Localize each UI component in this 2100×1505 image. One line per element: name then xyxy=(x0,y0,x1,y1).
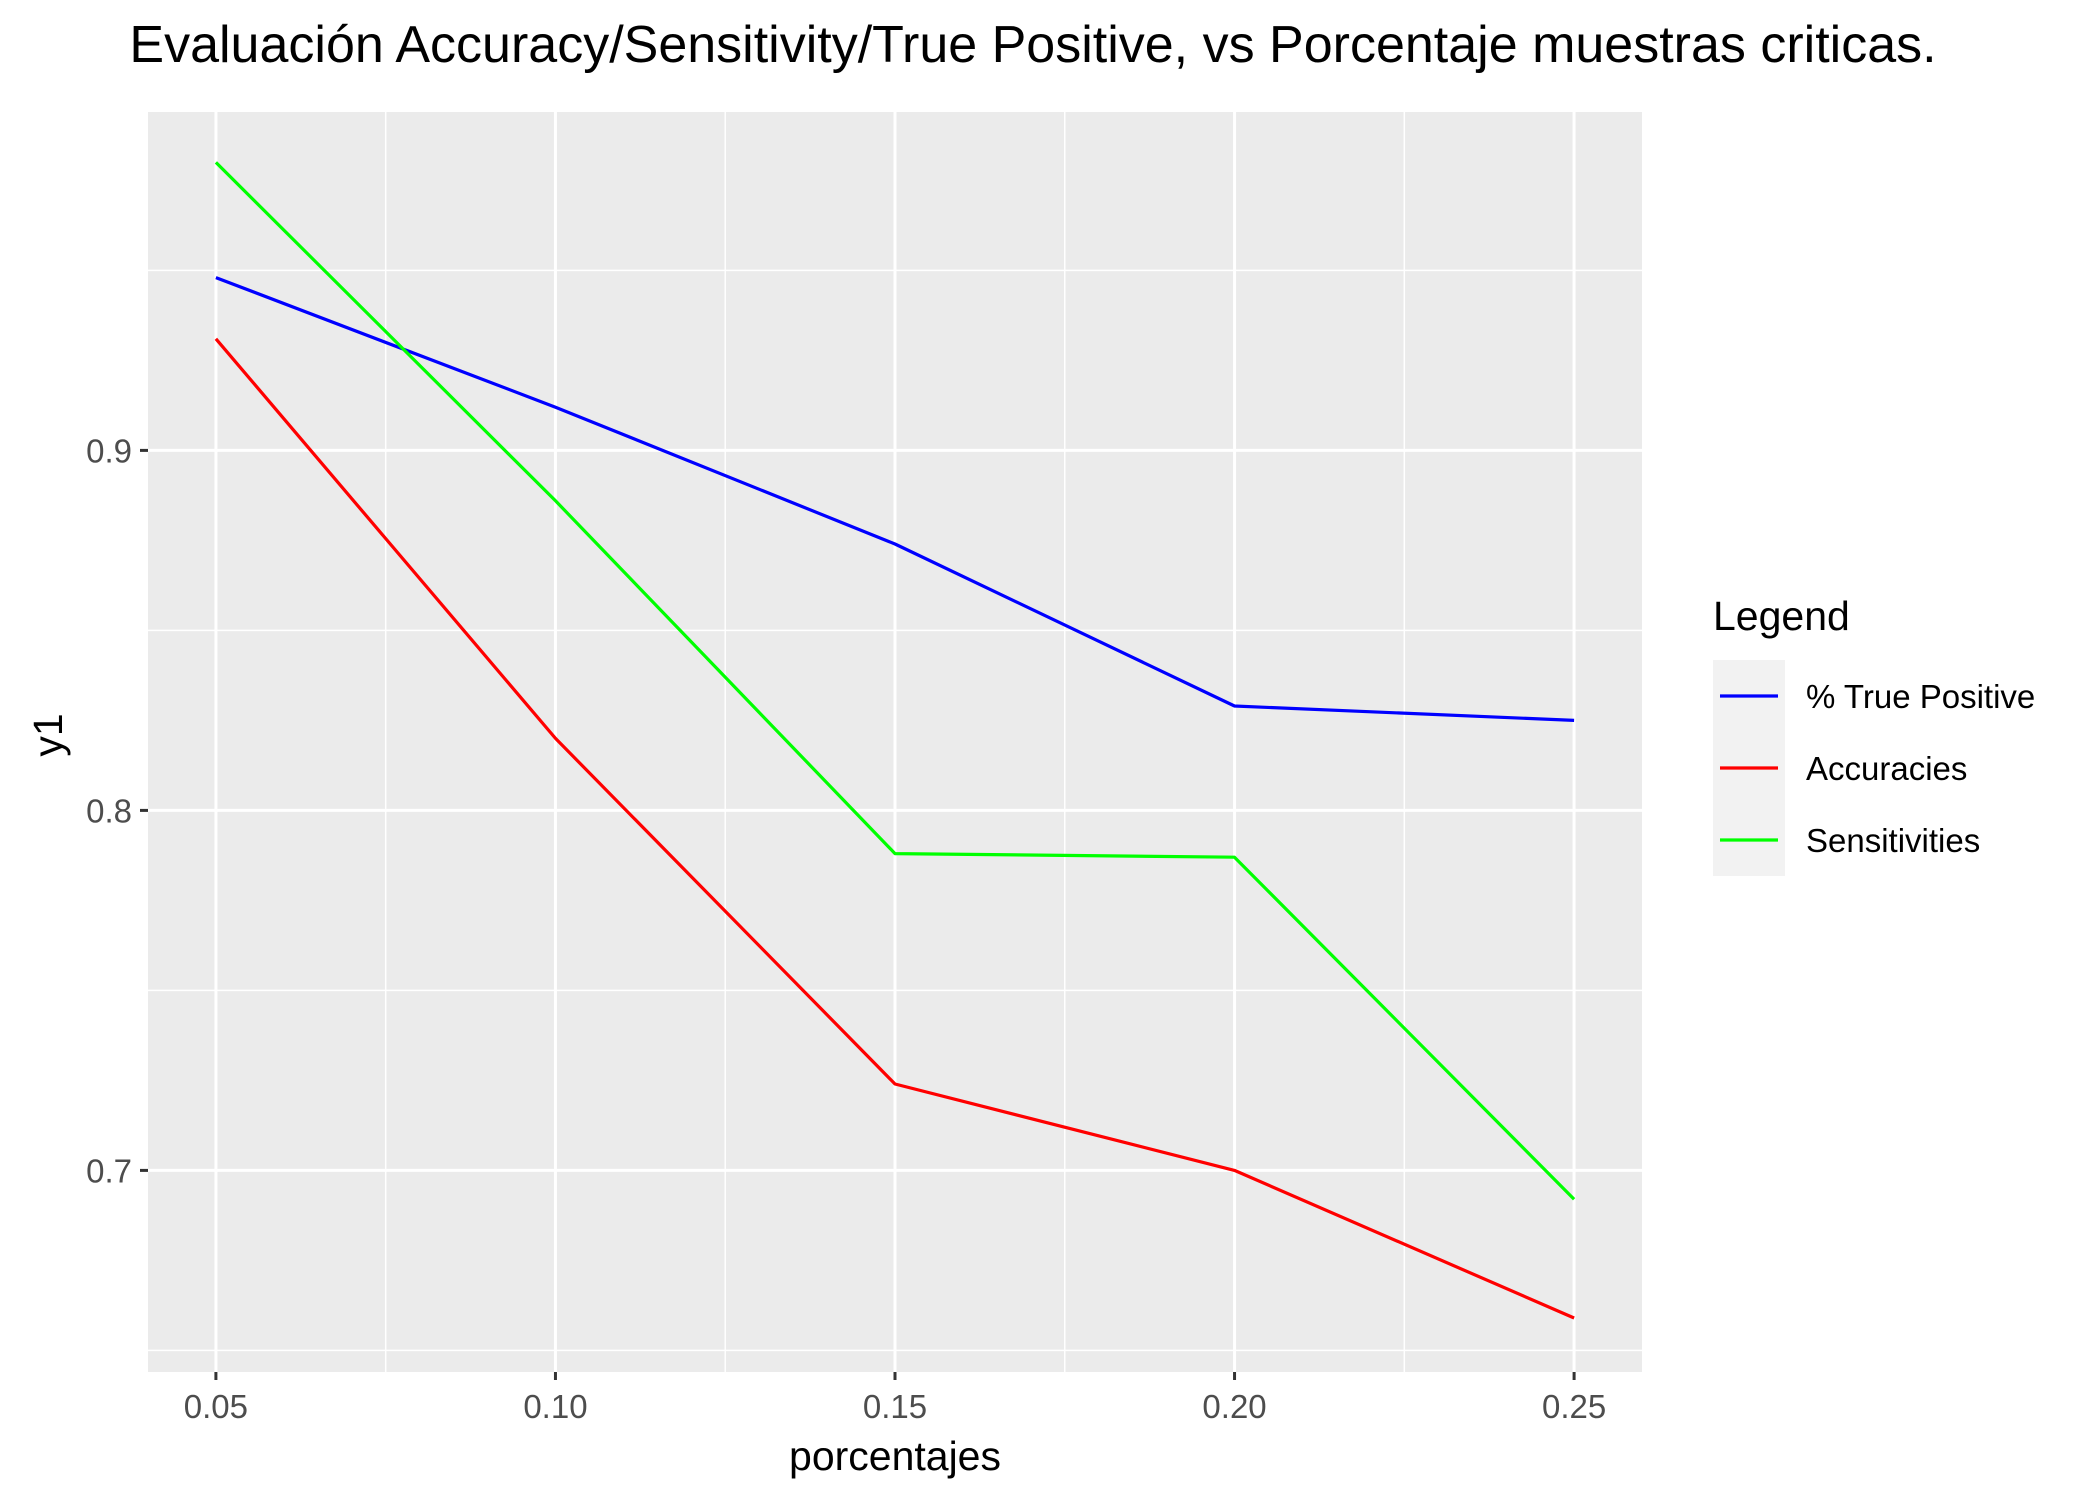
chart-title: Evaluación Accuracy/Sensitivity/True Pos… xyxy=(129,16,1936,74)
y-axis-title: y1 xyxy=(25,713,71,756)
legend-label: Sensitivities xyxy=(1806,822,1980,859)
x-axis-title: porcentajes xyxy=(789,1433,1001,1479)
series-lines xyxy=(214,161,1576,1320)
series-line-true-positive xyxy=(215,276,1575,722)
series-line-accuracies xyxy=(214,337,1575,1320)
x-tick-label: 0.10 xyxy=(523,1388,587,1425)
legend-label: Accuracies xyxy=(1806,750,1967,787)
x-tick-label: 0.25 xyxy=(1542,1388,1606,1425)
series-line-sensitivities xyxy=(214,161,1576,1201)
y-tick-label: 0.9 xyxy=(86,432,132,469)
x-tick-label: 0.05 xyxy=(184,1388,248,1425)
legend-label: % True Positive xyxy=(1806,678,2035,715)
x-axis: 0.05 0.10 0.15 0.20 0.25 xyxy=(184,1372,1606,1425)
major-gridlines xyxy=(148,112,1642,1372)
x-tick-label: 0.15 xyxy=(863,1388,927,1425)
y-axis: 0.7 0.8 0.9 xyxy=(86,432,148,1189)
legend: Legend % True Positive Accuracies Sensitiv… xyxy=(1713,593,2035,876)
x-tick-label: 0.20 xyxy=(1202,1388,1266,1425)
legend-entries: % True Positive Accuracies Sensitivities xyxy=(1720,678,2035,859)
y-tick-label: 0.7 xyxy=(86,1152,132,1189)
legend-title: Legend xyxy=(1713,593,1850,639)
y-tick-label: 0.8 xyxy=(86,792,132,829)
